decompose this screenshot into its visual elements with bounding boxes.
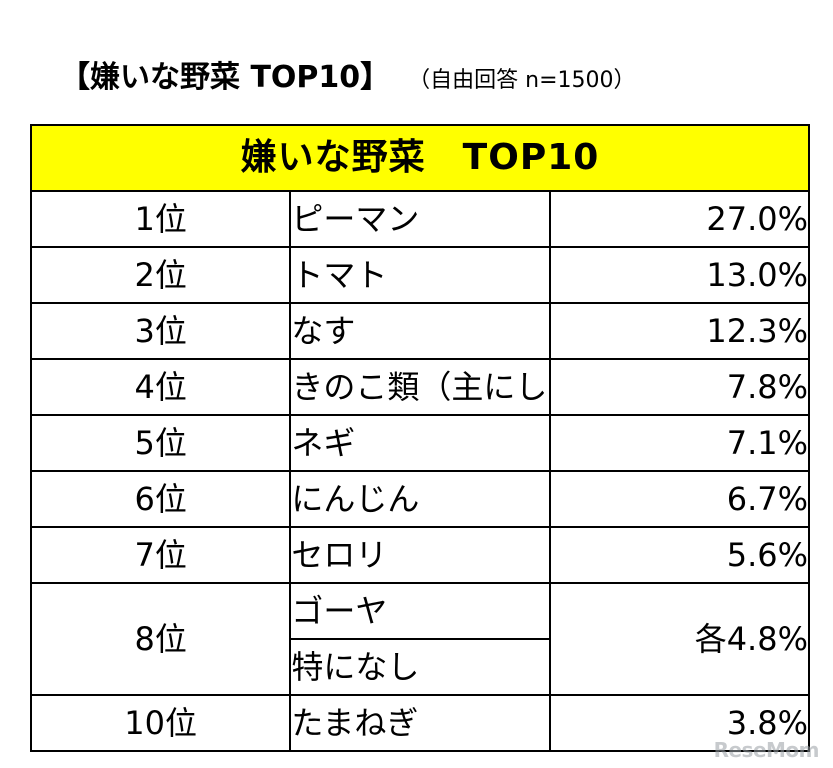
vegetable-cell: たまねぎ (289, 694, 551, 752)
vegetable-cell: ピーマン (289, 190, 551, 248)
table-title: 嫌いな野菜 TOP10 (30, 124, 810, 192)
watermark-logo: ReseMom (713, 738, 820, 762)
vegetable-cell: セロリ (289, 526, 551, 584)
vegetable-cell: 特になし (289, 638, 551, 696)
table-row: 5位 ネギ 7.1% (29, 414, 811, 472)
ranking-table: 嫌いな野菜 TOP10 1位 ピーマン 27.0% 2位 トマト 13.0% 3… (29, 124, 811, 752)
page-title: 【嫌いな野菜 TOP10】 (60, 60, 391, 95)
table-row: 4位 きのこ類（主にしいたけ） 7.8% (29, 358, 811, 416)
percent-cell: 6.7% (548, 470, 811, 528)
table-row: 10位 たまねぎ 3.8% (29, 694, 811, 752)
table-title-row: 嫌いな野菜 TOP10 (30, 124, 810, 192)
rank-cell: 3位 (29, 302, 292, 360)
rank-cell: 8位 (29, 582, 292, 696)
table-row: 7位 セロリ 5.6% (29, 526, 811, 584)
percent-cell: 27.0% (548, 190, 811, 248)
vegetable-cell: トマト (289, 246, 551, 304)
vegetable-cell: なす (289, 302, 551, 360)
vegetable-cell: にんじん (289, 470, 551, 528)
rank-cell: 10位 (29, 694, 292, 752)
percent-cell: 13.0% (548, 246, 811, 304)
shared-percent-cell: 各4.8% (548, 582, 811, 696)
percent-cell: 7.1% (548, 414, 811, 472)
vegetable-cell: きのこ類（主にしいたけ） (289, 358, 551, 416)
percent-cell: 5.6% (548, 526, 811, 584)
vegetable-cell: ゴーヤ (289, 582, 551, 640)
percent-cell: 7.8% (548, 358, 811, 416)
table-row: 2位 トマト 13.0% (29, 246, 811, 304)
rank-cell: 2位 (29, 246, 292, 304)
rank-cell: 1位 (29, 190, 292, 248)
rank-cell: 5位 (29, 414, 292, 472)
percent-cell: 12.3% (548, 302, 811, 360)
rank-cell: 6位 (29, 470, 292, 528)
table-row-tied: 特になし (31, 638, 809, 696)
vegetable-cell: ネギ (289, 414, 551, 472)
table-row: 1位 ピーマン 27.0% (29, 190, 811, 248)
page-subtitle: （自由回答 n=1500） (408, 68, 636, 93)
rank-cell: 7位 (29, 526, 292, 584)
table-row-tied: 8位 ゴーヤ 各4.8% (29, 582, 811, 696)
rank-cell: 4位 (29, 358, 292, 416)
percent-cell: 3.8% (548, 694, 811, 752)
table-row: 3位 なす 12.3% (29, 302, 811, 360)
table-row: 6位 にんじん 6.7% (29, 470, 811, 528)
page-heading: 【嫌いな野菜 TOP10】 （自由回答 n=1500） (60, 52, 820, 102)
